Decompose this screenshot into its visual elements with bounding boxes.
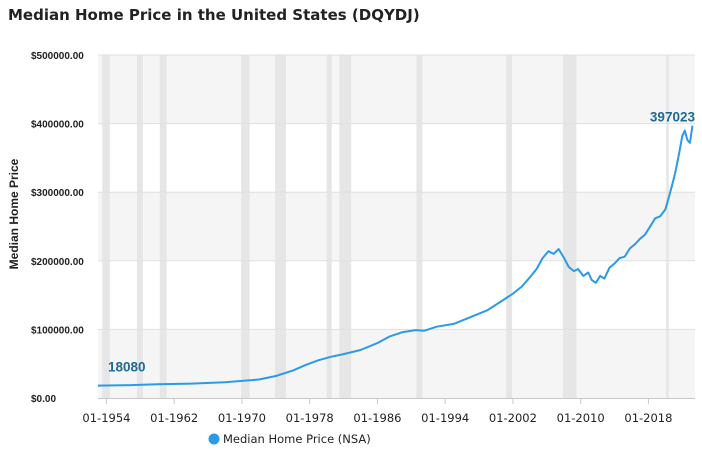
recession-band: [666, 55, 669, 398]
plot-band: [98, 55, 695, 124]
x-tick-label: 01-2002: [489, 411, 537, 425]
series-group: [97, 125, 694, 387]
data-label-first: 18080: [108, 360, 146, 375]
recession-band: [241, 55, 250, 398]
legend-marker-icon[interactable]: [208, 433, 220, 445]
recession-band: [326, 55, 332, 398]
y-tick-label: $100000.00: [31, 325, 84, 336]
y-tick-label: $500000.00: [31, 51, 84, 62]
gridlines-group: [98, 54, 695, 399]
x-tick-label: 01-1978: [286, 411, 334, 425]
x-tick-label: 01-1970: [218, 411, 266, 425]
y-tick-label: $200000.00: [31, 257, 84, 268]
y-tick-label: $300000.00: [31, 188, 84, 199]
x-tick-label: 01-1954: [82, 411, 130, 425]
legend[interactable]: Median Home Price (NSA): [208, 432, 371, 446]
x-axis: 01-1954 01-1962 01-1970 01-1978 01-1986 01-19…: [82, 398, 672, 425]
recession-band: [159, 55, 167, 398]
x-tick-label: 01-1994: [421, 411, 469, 425]
x-tick-label: 01-1986: [353, 411, 401, 425]
chart-title: Median Home Price in the United States (…: [8, 6, 420, 24]
plot-band: [98, 329, 695, 398]
plot-bands-group: [98, 55, 695, 398]
y-axis-label: Median Home Price: [7, 158, 21, 269]
plot-band: [98, 192, 695, 261]
y-tick-label: $0.00: [31, 394, 56, 405]
x-tick-label: 01-1962: [150, 411, 198, 425]
series-line[interactable]: [97, 125, 694, 387]
recession-band: [102, 55, 110, 398]
recession-band: [339, 55, 352, 398]
recession-band: [562, 55, 577, 398]
x-tick-label: 01-2010: [557, 411, 605, 425]
y-tick-label: $400000.00: [31, 120, 84, 131]
data-label-last: 397023: [650, 110, 696, 125]
recession-band: [274, 55, 286, 398]
legend-item-label[interactable]: Median Home Price (NSA): [223, 432, 371, 446]
y-axis: $0.00 $100000.00 $200000.00 $300000.00 $4000…: [31, 51, 84, 405]
x-tick-label: 01-2018: [624, 411, 672, 425]
data-labels-group: 18080 397023: [108, 110, 695, 375]
recession-band: [506, 55, 513, 398]
recession-band: [416, 55, 423, 398]
recession-band: [136, 55, 143, 398]
